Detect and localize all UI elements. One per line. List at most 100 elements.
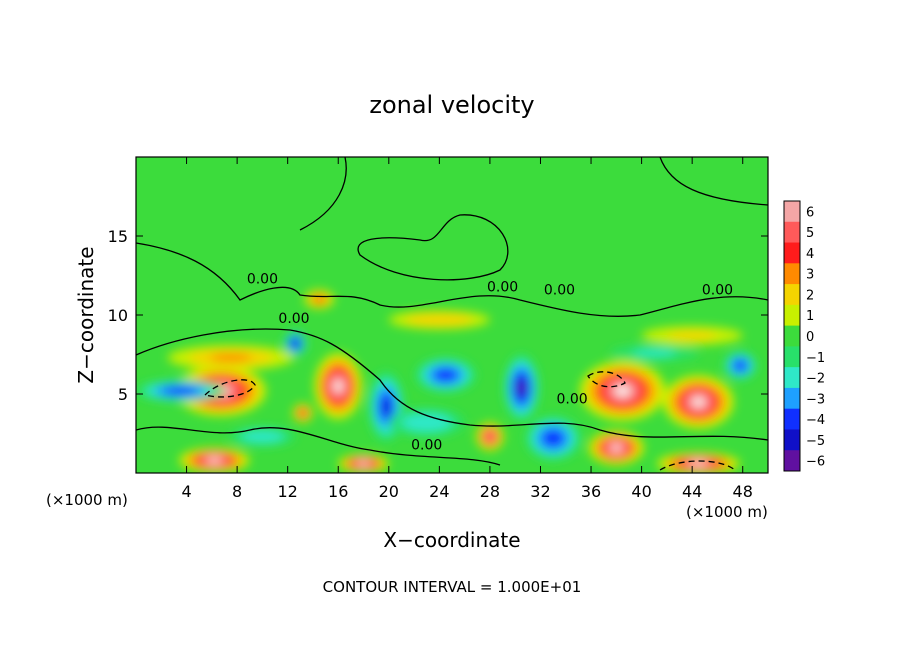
velocity-feature [610, 345, 699, 361]
zero-contour-mid [136, 328, 768, 441]
velocity-level-ring [666, 330, 718, 341]
velocity-level-ring [736, 362, 744, 369]
colorbar-swatch [784, 367, 800, 389]
velocity-feature [136, 379, 225, 402]
velocity-feature [314, 352, 363, 420]
velocity-feature [415, 357, 477, 393]
velocity-feature [588, 430, 645, 466]
contour-label: 0.00 [247, 271, 278, 287]
contour-label: 0.00 [411, 437, 442, 453]
negative-contour-right [587, 371, 626, 388]
velocity-level-ring [293, 341, 298, 346]
velocity-feature [388, 408, 465, 437]
y-tick-label: 5 [118, 385, 128, 404]
y-tick-label: 10 [108, 306, 128, 325]
contour-interval-footer: CONTOUR INTERVAL = 1.000E+01 [323, 578, 582, 596]
negative-contour-left [203, 379, 256, 398]
colorbar-label: −4 [806, 413, 825, 428]
velocity-level-ring [382, 399, 390, 414]
velocity-level-ring [547, 433, 559, 443]
colorbar-label: 4 [806, 247, 814, 262]
colorbar-swatch [784, 346, 800, 368]
velocity-feature [388, 310, 490, 330]
velocity-feature [663, 375, 734, 429]
colorbar-swatch [784, 408, 800, 430]
colorbar-label: −3 [806, 392, 825, 407]
zero-contour-lower [136, 426, 501, 466]
zero-contour-bubble [357, 214, 509, 281]
chart-title: zonal velocity [369, 91, 534, 119]
contour-label: 0.00 [702, 282, 733, 298]
x-tick-label: 4 [181, 482, 191, 501]
x-unit-left: (×1000 m) [46, 491, 128, 509]
negative-contour-bottom [659, 460, 736, 471]
zero-contour-upper [136, 242, 768, 317]
colorbar-swatch [784, 284, 800, 306]
contour-label: 0.00 [487, 279, 518, 295]
colorbar-label: 0 [806, 330, 814, 345]
velocity-level-ring [209, 353, 252, 362]
contour-labels: 0.00 0.00 0.00 0.00 0.00 0.00 0.00 [247, 271, 733, 453]
x-tick-label: 20 [379, 482, 399, 501]
colorbar-label: 6 [806, 205, 814, 220]
plot-area: 0.00 0.00 0.00 0.00 0.00 0.00 0.00 [136, 157, 768, 473]
colorbar-swatch [784, 325, 800, 347]
velocity-feature [283, 330, 307, 357]
velocity-level-ring [612, 445, 621, 451]
contour-lines [136, 157, 768, 471]
colorbar-swatch [784, 304, 800, 327]
velocity-feature [579, 360, 666, 421]
x-unit-right: (×1000 m) [686, 503, 768, 521]
colorbar-label: −2 [806, 372, 825, 387]
velocity-feature [641, 326, 743, 346]
colorbar-label: 1 [806, 309, 814, 324]
colorbar-label: −1 [806, 351, 825, 366]
colorbar-swatch [784, 387, 800, 410]
velocity-level-ring [315, 296, 324, 302]
contour-label: 0.00 [556, 391, 587, 407]
velocity-level-ring [632, 348, 677, 357]
velocity-feature [338, 454, 389, 473]
colorbar-swatch [784, 221, 800, 244]
y-tick-label: 15 [108, 227, 128, 246]
velocity-level-ring [693, 398, 704, 406]
velocity-level-ring [487, 434, 493, 440]
x-tick-label: 8 [232, 482, 242, 501]
colorbar-label: 3 [806, 268, 814, 283]
x-tick-label: 12 [278, 482, 298, 501]
velocity-level-ring [251, 433, 274, 440]
colorbar: 6 5 4 3 2 1 0 −1 −2 −3 −4 −5 −6 [783, 200, 825, 472]
x-tick-label: 16 [328, 482, 348, 501]
velocity-feature [167, 345, 294, 371]
velocity-level-ring [300, 411, 305, 415]
velocity-feature [292, 403, 313, 423]
contour-label: 0.00 [544, 282, 575, 298]
colorbar-swatch [784, 201, 800, 223]
velocity-level-ring [422, 316, 457, 323]
y-axis-label: Z−coordinate [74, 246, 98, 383]
colorbar-swatch [784, 263, 800, 285]
x-tick-label: 44 [682, 482, 702, 501]
x-tick-label: 28 [480, 482, 500, 501]
velocity-level-ring [334, 381, 342, 391]
velocity-feature [656, 452, 741, 473]
velocity-level-ring [359, 462, 368, 465]
velocity-field [136, 289, 757, 473]
x-tick-label: 40 [631, 482, 651, 501]
colorbar-label: −6 [806, 455, 825, 470]
velocity-level-ring [616, 386, 629, 396]
velocity-feature [723, 351, 757, 380]
velocity-feature [304, 289, 335, 309]
velocity-level-ring [692, 461, 705, 466]
x-tick-label: 48 [733, 482, 753, 501]
x-tick-label: 24 [429, 482, 449, 501]
velocity-feature [229, 427, 296, 447]
colorbar-frame [783, 200, 801, 472]
velocity-level-ring [518, 382, 525, 394]
colorbar-label: 5 [806, 226, 814, 241]
colorbar-swatch [784, 242, 800, 264]
x-tick-label: 36 [581, 482, 601, 501]
zero-contour-top [299, 157, 768, 231]
colorbar-label: −5 [806, 434, 825, 449]
